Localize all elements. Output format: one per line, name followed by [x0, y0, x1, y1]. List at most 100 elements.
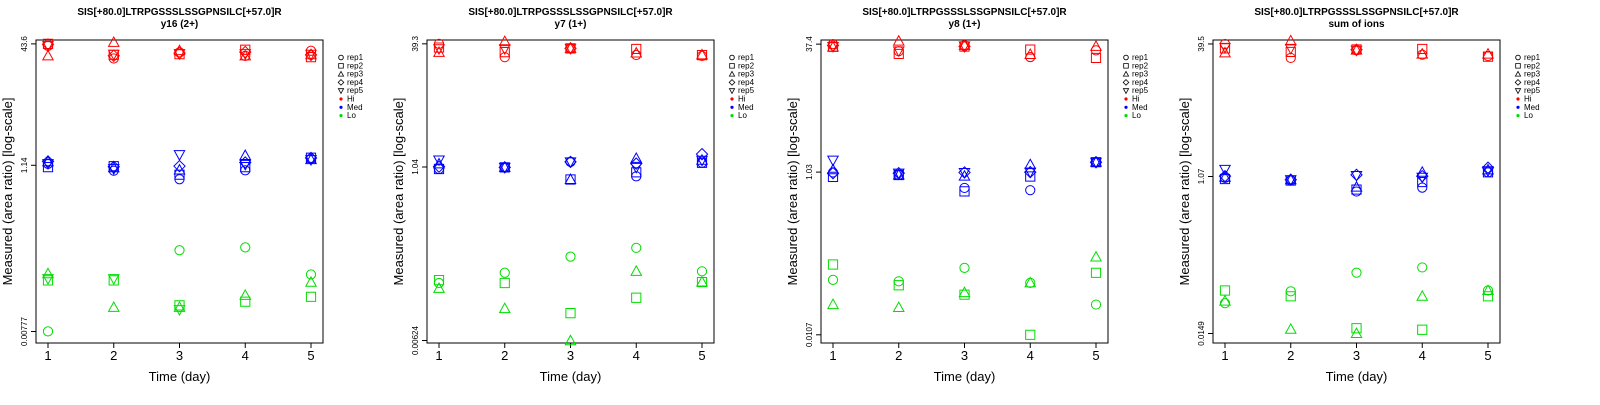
chart-subtitle: sum of ions — [1328, 19, 1385, 30]
y-tick-label: 1.03 — [805, 164, 814, 180]
data-point-hi-rep5 — [826, 41, 840, 53]
chart-panel-2: SIS[+80.0]LTRPGSSSLSSGPNSILC[+57.0]Ry7 (… — [391, 7, 755, 384]
data-point-hi-rep1 — [1482, 50, 1494, 62]
legend-label-rep3: rep3 — [1524, 70, 1541, 79]
y-tick-label: 39.3 — [411, 35, 420, 51]
legend-dot-hi — [339, 97, 343, 101]
legend-dot-med — [339, 105, 343, 109]
data-point-lo-rep3 — [1481, 284, 1495, 296]
data-point-hi-rep3 — [1024, 48, 1037, 59]
data-point-lo-rep3 — [826, 298, 840, 310]
data-point-lo-rep2 — [240, 296, 251, 307]
data-point-med-rep5 — [1350, 170, 1363, 182]
data-point-med-rep3 — [564, 173, 577, 184]
x-tick-label: 5 — [1484, 348, 1491, 363]
legend-symbol-rep1 — [1515, 54, 1521, 61]
y-tick-label: 0.00777 — [20, 316, 29, 345]
data-point-hi-rep5 — [432, 44, 446, 56]
legend-symbol-rep3 — [1122, 70, 1130, 77]
data-point-hi-rep3 — [107, 35, 120, 47]
data-point-med-rep5 — [41, 159, 55, 171]
data-point-lo-rep3 — [1350, 327, 1363, 338]
data-point-lo-rep2 — [565, 308, 576, 319]
data-point-med-rep5 — [498, 162, 511, 174]
data-point-med-rep5 — [958, 167, 971, 179]
plot-frame — [35, 39, 324, 344]
legend-dot-lo — [339, 114, 343, 118]
legend-label-rep2: rep2 — [738, 61, 755, 70]
data-point-lo-rep1 — [1351, 267, 1362, 278]
x-tick-label: 1 — [435, 348, 442, 363]
data-point-lo-rep2 — [827, 259, 839, 270]
data-point-lo-rep1 — [1219, 298, 1231, 309]
data-point-med-rep5 — [432, 155, 446, 167]
legend-label-lo: Lo — [738, 111, 747, 120]
legend-label-rep3: rep3 — [738, 70, 755, 79]
legend-symbol-rep2 — [729, 63, 735, 69]
data-point-lo-rep3 — [1284, 322, 1297, 334]
data-point-med-rep1 — [1417, 182, 1428, 193]
data-point-hi-rep5 — [41, 41, 55, 53]
data-point-hi-rep4 — [107, 49, 121, 63]
data-point-hi-rep2 — [1090, 52, 1102, 64]
data-point-med-rep5 — [826, 155, 840, 167]
data-point-med-rep5 — [1024, 167, 1037, 179]
legend-label-rep3: rep3 — [347, 70, 364, 79]
data-point-hi-rep3 — [41, 49, 55, 61]
data-point-lo-rep3 — [304, 275, 318, 287]
legend-symbol-rep3 — [728, 70, 736, 77]
y-axis-label: Measured (area ratio) [log-scale] — [785, 98, 800, 286]
data-point-lo-rep1 — [174, 245, 185, 256]
legend-symbol-rep5 — [728, 88, 736, 95]
data-point-hi-rep2 — [1025, 44, 1036, 55]
legend-symbol-rep2 — [1515, 63, 1521, 69]
data-point-med-rep5 — [1089, 157, 1103, 169]
data-point-hi-rep3 — [1089, 39, 1103, 51]
data-point-med-rep3 — [239, 149, 252, 160]
data-point-med-rep2 — [240, 161, 251, 173]
data-point-lo-rep2 — [42, 275, 54, 286]
data-point-hi-rep5 — [498, 44, 511, 56]
data-point-hi-rep3 — [432, 45, 446, 57]
data-point-hi-rep2 — [433, 42, 445, 53]
data-point-lo-rep1 — [893, 276, 904, 287]
legend-dot-med — [1124, 105, 1128, 109]
data-point-hi-rep2 — [499, 46, 510, 58]
data-point-hi-rep3 — [1481, 47, 1495, 59]
legend-dot-lo — [730, 114, 734, 118]
data-point-hi-rep5 — [1284, 43, 1297, 55]
data-point-lo-rep3 — [892, 301, 905, 313]
y-tick-label: 43.6 — [20, 36, 29, 52]
x-tick-label: 5 — [1092, 348, 1099, 363]
data-point-med-rep2 — [433, 163, 445, 175]
data-point-lo-rep2 — [631, 292, 642, 303]
legend-symbol-rep4 — [337, 79, 345, 86]
data-point-hi-rep3 — [958, 38, 971, 50]
data-point-hi-rep3 — [1350, 43, 1363, 55]
data-point-hi-rep5 — [304, 49, 318, 61]
data-point-med-rep2 — [893, 169, 904, 181]
legend-label-rep5: rep5 — [738, 86, 755, 95]
data-point-lo-rep1 — [827, 274, 839, 285]
data-point-lo-rep3 — [564, 334, 577, 346]
plot-frame — [426, 39, 715, 344]
legend-label-rep5: rep5 — [347, 86, 364, 95]
data-point-med-rep5 — [695, 155, 709, 167]
x-tick-label: 1 — [829, 348, 836, 363]
legend-symbol-rep5 — [1514, 88, 1522, 95]
chart-title: SIS[+80.0]LTRPGSSSLSSGPNSILC[+57.0]R — [1254, 7, 1459, 18]
data-point-med-rep3 — [1284, 173, 1297, 185]
data-point-med-rep2 — [1417, 176, 1428, 188]
legend-symbol-rep4 — [728, 79, 736, 86]
data-point-lo-rep2 — [1351, 323, 1362, 334]
data-point-med-rep5 — [173, 150, 186, 162]
x-tick-label: 3 — [961, 348, 968, 363]
chart-subtitle: y8 (1+) — [949, 19, 981, 30]
data-point-hi-rep3 — [892, 34, 905, 46]
data-point-med-rep5 — [1218, 164, 1232, 176]
x-tick-label: 4 — [1027, 348, 1034, 363]
